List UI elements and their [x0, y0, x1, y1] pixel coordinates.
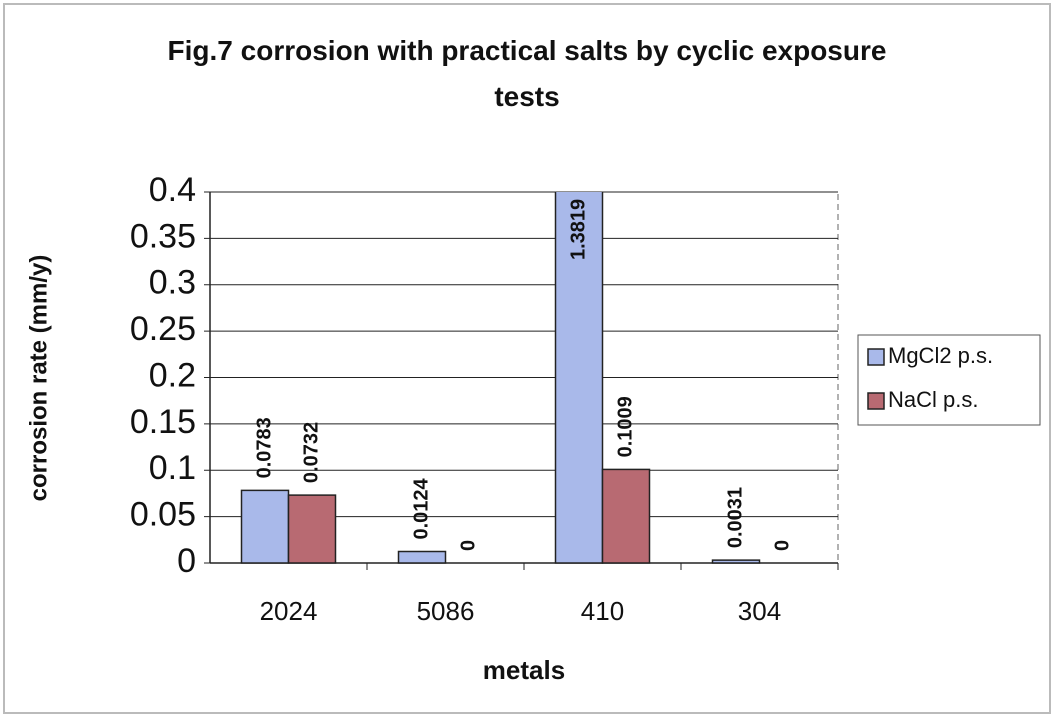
data-label: 0.0124 [410, 477, 432, 539]
data-label: 0.1009 [614, 396, 636, 457]
data-label: 0.0732 [300, 422, 322, 483]
legend-swatch [867, 392, 885, 410]
bar [554, 192, 604, 564]
data-label: 0.0031 [724, 487, 746, 548]
legend-label: NaCl p.s. [888, 387, 978, 412]
x-tick-label: 2024 [260, 596, 318, 626]
bar [397, 550, 447, 564]
chart-title: Fig.7 corrosion with practical salts by … [167, 35, 887, 112]
y-tick-label: 0.1 [149, 449, 196, 487]
y-tick-label: 0.25 [130, 310, 196, 348]
y-tick-label: 0 [177, 542, 196, 580]
data-label: 1.3819 [567, 199, 589, 260]
x-axis-label: metals [483, 655, 565, 685]
x-tick-label: 410 [581, 596, 624, 626]
chart-border [3, 3, 1051, 714]
y-tick-label: 0.2 [149, 356, 196, 394]
y-tick-label: 0.3 [149, 264, 196, 302]
y-tick-label: 0.05 [130, 496, 196, 534]
bar [287, 494, 337, 564]
bars [240, 192, 761, 564]
x-tick-label: 5086 [417, 596, 475, 626]
bar [601, 468, 651, 564]
y-tick-label: 0.35 [130, 217, 196, 255]
y-tick-label: 0.15 [130, 403, 196, 441]
legend-label: MgCl2 p.s. [888, 343, 993, 368]
data-label: 0 [771, 540, 793, 551]
bar [711, 559, 761, 564]
bar [240, 489, 290, 564]
y-axis-label: corrosion rate (mm/y) [25, 255, 52, 502]
legend [857, 334, 1041, 426]
y-tick-label: 0.4 [149, 171, 196, 209]
data-label: 0 [457, 540, 479, 551]
data-label: 0.0783 [253, 417, 275, 478]
legend-swatch [867, 348, 885, 366]
x-tick-label: 304 [738, 596, 781, 626]
